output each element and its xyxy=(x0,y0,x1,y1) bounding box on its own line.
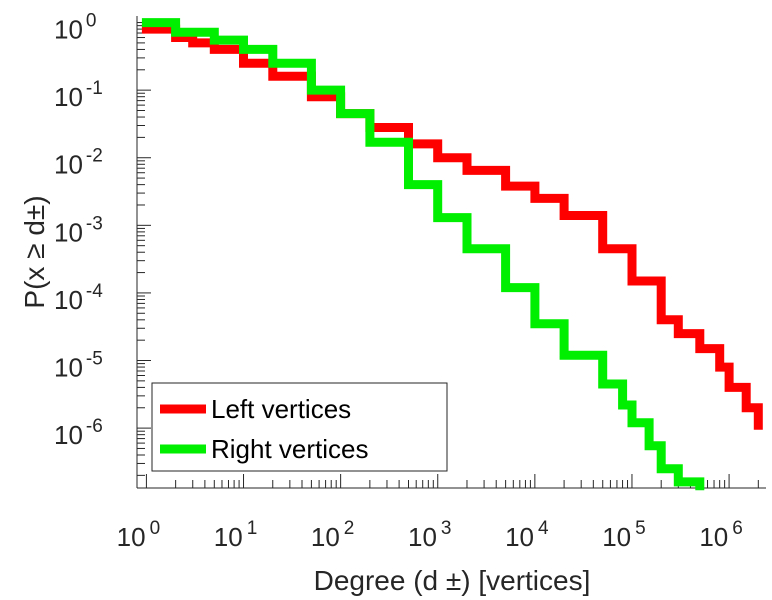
y-tick-label: 10 -3 xyxy=(54,213,103,247)
x-tick-label: 10 3 xyxy=(408,518,452,552)
y-tick-label: 10 -1 xyxy=(54,78,103,112)
x-tick-label: 10 4 xyxy=(505,518,549,552)
x-tick-label: 10 0 xyxy=(117,518,161,552)
series-left-vertices-line xyxy=(141,24,763,430)
legend-label-right: Right vertices xyxy=(211,434,369,464)
y-tick-label: 10 -2 xyxy=(54,146,103,180)
x-tick-label: 10 6 xyxy=(699,518,743,552)
legend-box xyxy=(151,382,448,472)
y-tick-label: 10 -6 xyxy=(54,416,103,450)
y-tick-label: 10 0 xyxy=(54,11,97,45)
x-tick-labels: 10 0 10 1 10 2 10 3 10 4 10 5 10 6 xyxy=(117,518,743,552)
y-tick-label: 10 -4 xyxy=(54,281,103,315)
x-tick-label: 10 5 xyxy=(602,518,646,552)
x-axis-title: Degree (d ±) [vertices] xyxy=(314,565,591,596)
series-layer xyxy=(141,18,763,491)
legend: Left vertices Right vertices xyxy=(151,382,448,472)
legend-label-left: Left vertices xyxy=(211,394,351,424)
x-tick-label: 10 1 xyxy=(214,518,258,552)
series-right-vertices-line xyxy=(141,18,705,491)
y-tick-label: 10 -5 xyxy=(54,349,103,383)
x-tick-label: 10 2 xyxy=(311,518,355,552)
y-axis-title: P(x ≥ d±) xyxy=(19,195,50,308)
axis-ticks xyxy=(137,22,759,488)
